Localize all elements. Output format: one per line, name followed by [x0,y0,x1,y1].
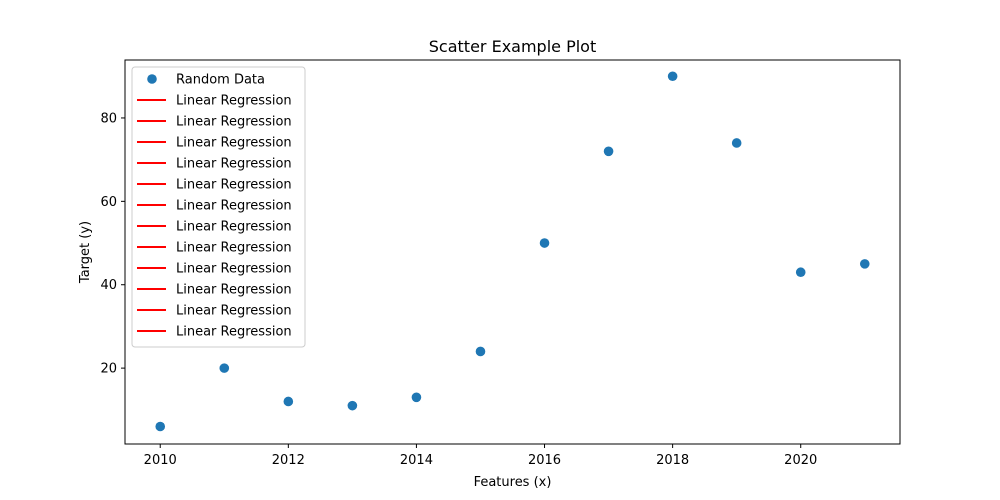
legend-label: Linear Regression [176,325,292,340]
data-point [539,238,550,248]
legend-label: Linear Regression [176,304,292,319]
legend-label: Linear Regression [176,220,292,235]
legend-label: Linear Regression [176,241,292,256]
legend-label: Linear Regression [176,262,292,277]
legend-marker [147,74,157,84]
legend-label: Linear Regression [176,136,292,151]
x-tick-label: 2010 [144,453,177,468]
data-point [411,392,422,403]
data-point [795,267,806,278]
y-tick-label: 40 [100,278,117,293]
x-tick-label: 2016 [528,453,561,468]
legend-label: Linear Regression [176,178,292,193]
data-point [731,138,742,148]
data-point [347,400,358,411]
y-axis: 20 40 60 80 [100,111,125,377]
legend-label: Linear Regression [176,157,292,172]
legend-box [131,66,306,348]
data-point [475,346,486,357]
legend-label: Linear Regression [176,115,292,130]
data-point [283,396,294,407]
x-tick-label: 2014 [400,453,433,468]
legend: Random Data Linear Regression Linear Regre… [131,66,306,348]
y-axis-label: Target (y) [78,221,93,284]
data-point [155,421,166,432]
legend-label: Linear Regression [176,94,292,109]
data-point [859,259,870,269]
data-point [603,146,614,157]
legend-label: Linear Regression [176,199,292,214]
legend-label: Random Data [176,73,265,88]
legend-label: Linear Regression [176,283,292,298]
x-tick-label: 2012 [272,453,305,468]
y-tick-label: 60 [100,195,117,210]
x-axis: 2010 2012 2014 2016 2018 2020 [144,444,817,468]
x-tick-label: 2018 [656,453,689,468]
chart-title: Scatter Example Plot [429,37,596,56]
y-tick-label: 80 [100,111,117,126]
y-tick-label: 20 [100,362,117,377]
data-point [667,71,678,82]
x-tick-label: 2020 [784,453,817,468]
x-axis-label: Features (x) [474,475,552,490]
scatter-series [155,71,870,432]
data-point [219,363,230,373]
